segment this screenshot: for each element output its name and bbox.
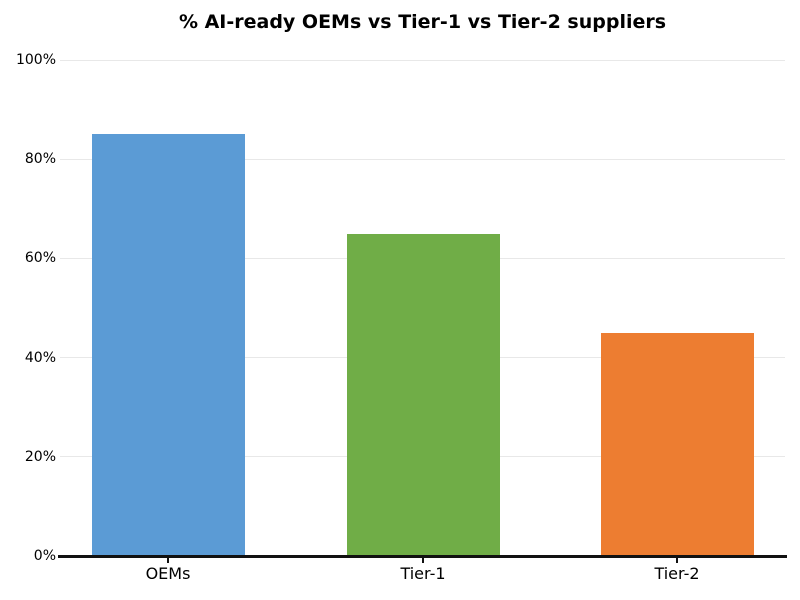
y-tick-label: 20%	[24, 448, 56, 465]
x-tick-label-oems: OEMs	[145, 564, 191, 583]
bar-tier-1	[346, 233, 500, 556]
bar-oems	[91, 134, 245, 556]
y-tick-label: 80%	[24, 151, 56, 168]
y-tick-label: 100%	[15, 52, 56, 68]
x-tick-label-tier-1: Tier-1	[400, 564, 446, 583]
x-tick-mark	[676, 557, 678, 563]
x-tick-label-tier-2: Tier-2	[654, 564, 700, 583]
y-tick-label: 40%	[24, 349, 56, 366]
x-axis-line	[58, 555, 787, 558]
chart-title: % AI-ready OEMs vs Tier-1 vs Tier-2 supp…	[178, 11, 667, 33]
x-tick-mark	[167, 557, 169, 563]
y-gridline	[60, 158, 785, 160]
y-tick-label: 0%	[33, 548, 56, 564]
x-tick-mark	[422, 557, 424, 563]
y-tick-label: 60%	[24, 250, 56, 267]
y-gridline	[60, 59, 785, 61]
bar-tier-2	[600, 332, 754, 556]
